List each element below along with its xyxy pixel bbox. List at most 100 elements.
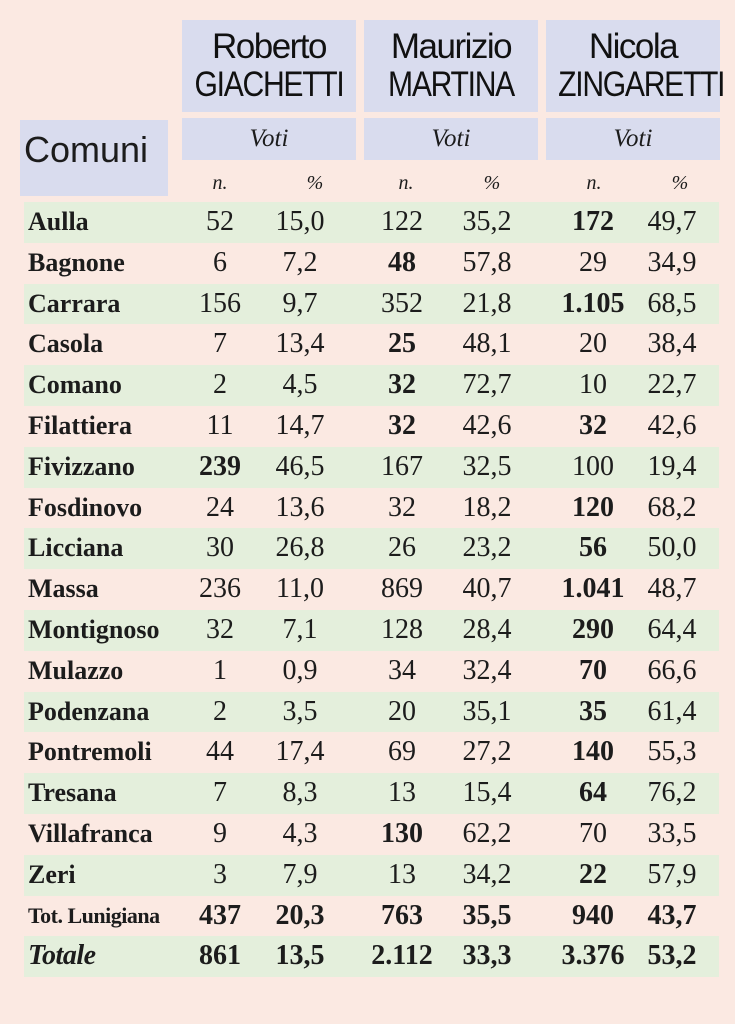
votes-count: 20 xyxy=(579,328,607,360)
votes-count: 11 xyxy=(206,409,234,441)
table-row: Carrara 156 9,7 352 21,8 1.105 68,5 xyxy=(24,283,719,325)
votes-count: 3 xyxy=(213,858,227,890)
votes-percent: 13,5 xyxy=(275,940,325,972)
votes-percent: 49,7 xyxy=(647,206,697,237)
votes-percent: 32,5 xyxy=(462,450,512,482)
votes-percent: 7,1 xyxy=(282,613,318,645)
table-row: Fivizzano 239 46,5 167 32,5 100 19,4 xyxy=(24,446,719,488)
votes-count: 290 xyxy=(572,613,614,645)
votes-count: 120 xyxy=(572,491,614,523)
votes-count: 352 xyxy=(381,287,423,319)
total-row: Tot. Lunigiana 437 20,3 763 35,5 940 43,7 xyxy=(24,896,719,937)
votes-count: 9 xyxy=(213,817,227,849)
votes-count: 25 xyxy=(388,328,416,360)
votes-count: 70 xyxy=(579,817,607,849)
votes-count: 236 xyxy=(199,573,241,605)
votes-percent: 72,7 xyxy=(462,369,512,401)
voti-label-zingaretti: Voti xyxy=(546,118,720,160)
votes-percent: 57,8 xyxy=(462,246,512,278)
votes-percent: 64,4 xyxy=(647,613,697,645)
votes-percent: 53,2 xyxy=(647,940,697,972)
table-row: Zeri 3 7,9 13 34,2 22 57,9 xyxy=(24,854,719,896)
votes-count: 156 xyxy=(199,287,241,319)
votes-count: 29 xyxy=(579,246,607,278)
votes-percent: 15,4 xyxy=(462,777,512,809)
votes-count: 128 xyxy=(381,613,423,645)
votes-count: 69 xyxy=(388,736,416,768)
votes-percent: 28,4 xyxy=(462,613,512,645)
candidate-header-giachetti: Roberto GIACHETTI xyxy=(182,20,356,112)
votes-percent: 33,5 xyxy=(647,817,697,849)
table-row: Comano 2 4,5 32 72,7 10 22,7 xyxy=(24,365,719,406)
votes-count: 437 xyxy=(199,899,241,931)
votes-percent: 57,9 xyxy=(647,858,697,890)
comune-name: Bagnone xyxy=(28,247,125,277)
subheader-n: n. xyxy=(398,172,414,194)
comune-name: Licciana xyxy=(28,533,124,563)
votes-count: 940 xyxy=(572,899,614,931)
votes-percent: 4,5 xyxy=(282,369,318,401)
votes-count: 3.376 xyxy=(561,940,625,972)
votes-count: 32 xyxy=(579,409,607,441)
votes-count: 44 xyxy=(206,736,234,768)
votes-percent: 18,2 xyxy=(462,491,512,523)
votes-count: 1 xyxy=(213,654,227,686)
table-row: Bagnone 6 7,2 48 57,8 29 34,9 xyxy=(24,243,719,284)
votes-count: 7 xyxy=(213,328,227,360)
votes-percent: 68,5 xyxy=(647,287,697,319)
votes-percent: 68,2 xyxy=(647,491,697,523)
candidate-last-name: MARTINA xyxy=(388,65,515,104)
table-row: Fosdinovo 24 13,6 32 18,2 120 68,2 xyxy=(24,488,719,529)
votes-percent: 21,8 xyxy=(462,287,512,319)
subheader-pct: % xyxy=(306,172,324,194)
table-row: Aulla 52 15,0 122 35,2 172 49,7 xyxy=(24,202,719,243)
votes-percent: 19,4 xyxy=(647,450,697,482)
votes-percent: 11,0 xyxy=(276,573,324,605)
votes-percent: 20,3 xyxy=(275,899,325,931)
votes-count: 56 xyxy=(579,532,607,564)
comune-name: Fosdinovo xyxy=(28,492,143,522)
votes-percent: 38,4 xyxy=(647,328,697,360)
votes-percent: 62,2 xyxy=(462,817,512,849)
votes-percent: 55,3 xyxy=(647,736,697,768)
votes-count: 2.112 xyxy=(371,940,433,972)
votes-count: 239 xyxy=(199,450,241,482)
votes-count: 48 xyxy=(388,246,416,278)
votes-percent: 43,7 xyxy=(647,899,697,931)
votes-count: 30 xyxy=(206,532,234,564)
votes-percent: 3,5 xyxy=(282,695,318,727)
votes-count: 140 xyxy=(572,736,614,768)
votes-count: 34 xyxy=(388,654,416,686)
voti-label-giachetti: Voti xyxy=(182,118,356,160)
comune-name: Montignoso xyxy=(28,614,160,644)
candidate-header-martina: Maurizio MARTINA xyxy=(364,20,538,112)
votes-count: 1.041 xyxy=(561,573,625,605)
votes-percent: 0,9 xyxy=(282,654,318,686)
comune-name: Filattiera xyxy=(28,410,132,440)
voti-label-martina: Voti xyxy=(364,118,538,160)
votes-count: 172 xyxy=(572,206,614,237)
votes-percent: 35,1 xyxy=(462,695,512,727)
votes-count: 22 xyxy=(579,858,607,890)
votes-count: 26 xyxy=(388,532,416,564)
votes-percent: 42,6 xyxy=(462,409,512,441)
table-row: Casola 7 13,4 25 48,1 20 38,4 xyxy=(24,324,719,365)
votes-count: 32 xyxy=(206,613,234,645)
votes-percent: 13,6 xyxy=(275,491,325,523)
votes-count: 13 xyxy=(388,858,416,890)
votes-count: 64 xyxy=(579,777,607,809)
votes-count: 122 xyxy=(381,206,423,237)
votes-count: 24 xyxy=(206,491,234,523)
table-row: Licciana 30 26,8 26 23,2 56 50,0 xyxy=(24,528,719,570)
subheader-n: n. xyxy=(586,172,602,194)
table-row: Montignoso 32 7,1 128 28,4 290 64,4 xyxy=(24,609,719,651)
votes-count: 32 xyxy=(388,491,416,523)
votes-count: 869 xyxy=(381,573,423,605)
comune-name: Aulla xyxy=(28,207,89,236)
votes-percent: 42,6 xyxy=(647,409,697,441)
votes-count: 130 xyxy=(381,817,423,849)
votes-count: 52 xyxy=(206,206,234,237)
votes-percent: 15,0 xyxy=(275,206,325,237)
table-row: Mulazzo 1 0,9 34 32,4 70 66,6 xyxy=(24,651,719,692)
votes-count: 861 xyxy=(199,940,241,972)
